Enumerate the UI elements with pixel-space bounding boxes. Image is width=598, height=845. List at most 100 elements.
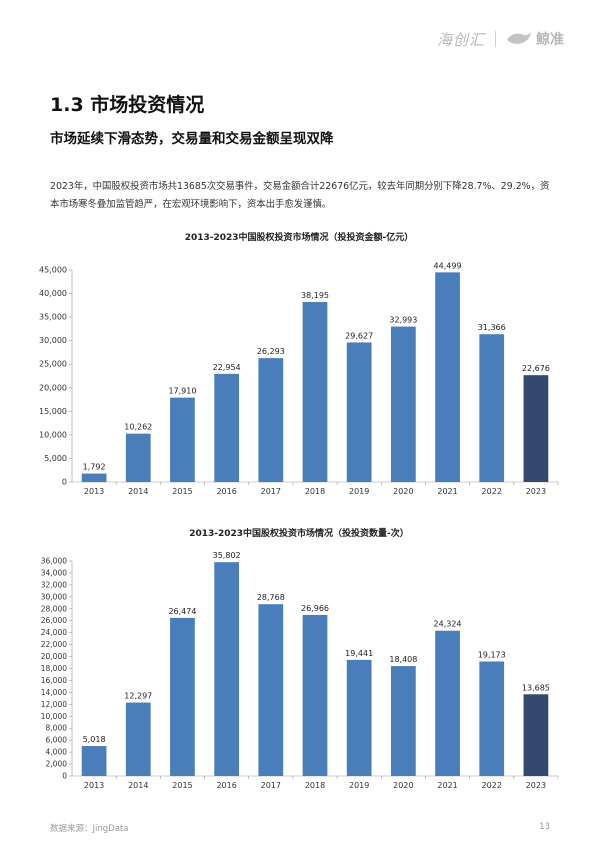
y-tick-label: 20,000	[39, 383, 67, 392]
bar-2014	[125, 702, 151, 776]
data-label-2018: 26,966	[301, 604, 329, 613]
data-label-2015: 26,474	[168, 607, 196, 616]
jingzhun-logo-text: 鲸准	[536, 32, 564, 48]
y-tick-label: 14,000	[41, 688, 67, 697]
jingzhun-logo: 鲸准	[506, 29, 564, 49]
bar-2020	[390, 326, 416, 482]
bar-2019	[346, 659, 372, 776]
investment-count-chart: 2013-2023中国股权投资市场情况（投投资数量-次） 0 2,000 4,000 6…	[41, 527, 559, 790]
bar-2017	[258, 358, 284, 482]
data-label-2023: 22,676	[522, 364, 550, 373]
data-label-2021: 44,499	[434, 261, 462, 270]
y-tick-label: 8,000	[46, 724, 68, 733]
y-tick-label: 30,000	[41, 592, 67, 601]
header-logos: 海创汇 鲸准	[437, 26, 564, 52]
bar-2015	[170, 397, 195, 482]
x-tick-label-2020: 2020	[393, 487, 413, 496]
x-tick-label-2022: 2022	[482, 781, 502, 790]
x-tick-label-2014: 2014	[128, 781, 148, 790]
haichuanghui-logo: 海创汇	[436, 30, 485, 49]
data-label-2015: 17,910	[168, 387, 196, 396]
bar-2023	[523, 694, 549, 776]
data-label-2017: 28,768	[257, 593, 285, 602]
chart-title: 2013-2023中国股权投资市场情况（投投资数量-次）	[189, 527, 409, 539]
y-tick-label: 10,000	[39, 430, 67, 439]
logo-divider	[495, 31, 496, 47]
y-tick-label: 32,000	[41, 580, 67, 589]
y-tick-label: 6,000	[46, 736, 68, 745]
bar-2016	[214, 373, 240, 482]
bar-2022	[479, 661, 505, 776]
x-tick-label-2013: 2013	[84, 781, 104, 790]
chart-title: 2013-2023中国股权投资市场情况（投投资金额-亿元）	[185, 231, 414, 243]
x-tick-label-2023: 2023	[526, 487, 546, 496]
y-tick-label: 15,000	[39, 407, 67, 416]
whale-icon	[507, 32, 531, 44]
data-label-2014: 12,297	[124, 692, 152, 701]
data-label-2013: 5,018	[83, 735, 106, 744]
x-tick-label-2014: 2014	[128, 487, 148, 496]
y-tick-label: 30,000	[39, 336, 67, 345]
bar-2023	[523, 375, 549, 482]
bar-2022	[479, 334, 505, 482]
y-tick-label: 28,000	[41, 604, 67, 613]
data-label-2019: 29,627	[345, 331, 373, 340]
y-tick-label: 25,000	[39, 360, 67, 369]
x-tick-label-2017: 2017	[261, 487, 281, 496]
bar-2013	[81, 746, 107, 776]
x-tick-label-2016: 2016	[216, 781, 236, 790]
data-label-2022: 19,173	[478, 650, 506, 659]
bar-2014	[125, 433, 151, 482]
data-label-2023: 13,685	[522, 683, 550, 692]
y-tick-label: 12,000	[41, 700, 67, 709]
x-tick-label-2016: 2016	[216, 487, 236, 496]
y-tick-label: 0	[62, 478, 67, 487]
data-label-2016: 35,802	[213, 551, 241, 560]
bar-2021	[435, 630, 460, 776]
y-tick-label: 5,000	[44, 454, 67, 463]
bar-2020	[390, 666, 416, 776]
x-tick-label-2015: 2015	[172, 781, 192, 790]
bar-2021	[435, 272, 460, 482]
y-tick-label: 24,000	[41, 628, 67, 637]
y-tick-label: 35,000	[39, 313, 67, 322]
data-label-2020: 32,993	[389, 316, 417, 325]
y-tick-label: 22,000	[41, 640, 67, 649]
y-tick-label: 40,000	[39, 289, 67, 298]
y-tick-label: 36,000	[41, 557, 67, 566]
x-tick-label-2018: 2018	[305, 487, 325, 496]
data-label-2019: 19,441	[345, 649, 373, 658]
bar-2018	[302, 302, 328, 482]
bar-2018	[302, 614, 328, 776]
y-tick-label: 0	[62, 772, 67, 781]
data-label-2017: 26,293	[257, 347, 285, 356]
y-tick-label: 20,000	[41, 652, 67, 661]
x-tick-label-2023: 2023	[526, 781, 546, 790]
x-tick-label-2021: 2021	[437, 487, 457, 496]
y-tick-label: 18,000	[41, 664, 67, 673]
footer-source: 数据来源：JingData	[50, 824, 129, 834]
data-label-2016: 22,954	[213, 363, 241, 372]
data-label-2020: 18,408	[389, 655, 417, 664]
y-tick-label: 34,000	[41, 568, 67, 577]
section-title: 1.3 市场投资情况	[50, 94, 205, 116]
y-tick-label: 10,000	[41, 712, 67, 721]
page-number: 13	[539, 822, 550, 832]
x-tick-label-2021: 2021	[437, 781, 457, 790]
x-tick-label-2019: 2019	[349, 487, 369, 496]
x-tick-label-2017: 2017	[261, 781, 281, 790]
data-label-2021: 24,324	[434, 620, 462, 629]
bar-2017	[258, 604, 284, 776]
data-label-2014: 10,262	[124, 423, 152, 432]
section-subtitle: 市场延续下滑态势，交易量和交易金额呈现双降	[50, 131, 334, 147]
bar-2019	[346, 342, 372, 482]
x-tick-label-2018: 2018	[305, 781, 325, 790]
data-label-2018: 38,195	[301, 291, 329, 300]
y-tick-label: 2,000	[46, 760, 68, 769]
investment-amount-chart: 2013-2023中国股权投资市场情况（投投资金额-亿元） 0 5,000 10,00…	[39, 231, 559, 496]
y-tick-label: 4,000	[46, 748, 68, 757]
x-tick-label-2015: 2015	[172, 487, 192, 496]
x-tick-label-2022: 2022	[482, 487, 502, 496]
data-label-2022: 31,366	[478, 323, 506, 332]
x-tick-label-2013: 2013	[84, 487, 104, 496]
